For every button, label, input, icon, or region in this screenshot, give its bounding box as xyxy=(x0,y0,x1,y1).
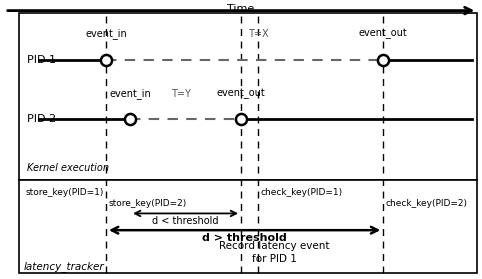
Text: Kernel execution: Kernel execution xyxy=(27,163,108,173)
Text: d < threshold: d < threshold xyxy=(152,216,219,226)
Text: event_out: event_out xyxy=(216,89,266,99)
Text: PID 2: PID 2 xyxy=(27,114,55,124)
Text: event_in: event_in xyxy=(85,28,127,39)
Text: T=X: T=X xyxy=(248,29,268,39)
Text: PID 1: PID 1 xyxy=(27,55,55,65)
Text: d > threshold: d > threshold xyxy=(202,233,287,243)
Text: store_key(PID=1): store_key(PID=1) xyxy=(25,188,104,197)
Bar xyxy=(19,13,477,180)
Text: store_key(PID=2): store_key(PID=2) xyxy=(108,199,187,208)
Text: T=Y: T=Y xyxy=(171,89,191,99)
Text: Record latency event
for PID 1: Record latency event for PID 1 xyxy=(219,241,330,264)
Text: event_out: event_out xyxy=(359,29,408,39)
Text: event_in: event_in xyxy=(109,88,151,99)
Bar xyxy=(19,180,477,273)
Text: Time: Time xyxy=(228,4,254,14)
Text: check_key(PID=1): check_key(PID=1) xyxy=(260,188,342,197)
Text: latency_tracker: latency_tracker xyxy=(24,261,105,272)
Text: check_key(PID=2): check_key(PID=2) xyxy=(386,199,468,208)
